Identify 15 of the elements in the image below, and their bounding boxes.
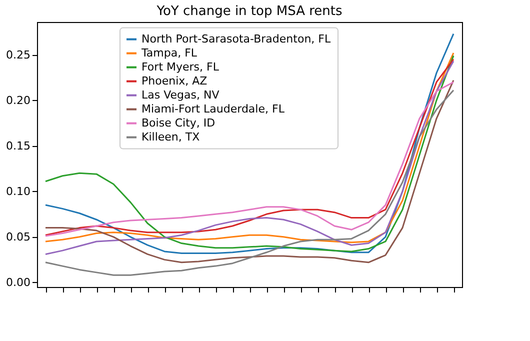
legend-label: Tampa, FL: [140, 46, 198, 60]
y-tick-label: 0.25: [6, 48, 30, 62]
y-tick-label: 0.20: [6, 94, 30, 107]
legend-label: Miami-Fort Lauderdale, FL: [142, 102, 286, 116]
y-tick-label: 0.10: [6, 184, 30, 198]
y-tick-label: 0.00: [6, 276, 30, 289]
legend-label: North Port-Sarasota-Bradenton, FL: [142, 32, 332, 46]
legend-label: Boise City, ID: [142, 116, 216, 130]
legend-label: Las Vegas, NV: [142, 88, 220, 102]
legend-label: Phoenix, AZ: [142, 74, 208, 88]
y-tick-label: 0.05: [6, 230, 30, 244]
y-tick-label: 0.15: [6, 139, 30, 152]
legend-label: Killeen, TX: [142, 130, 200, 144]
legend-label: Fort Myers, FL: [142, 60, 220, 74]
chart-title: YoY change in top MSA rents: [156, 4, 342, 19]
